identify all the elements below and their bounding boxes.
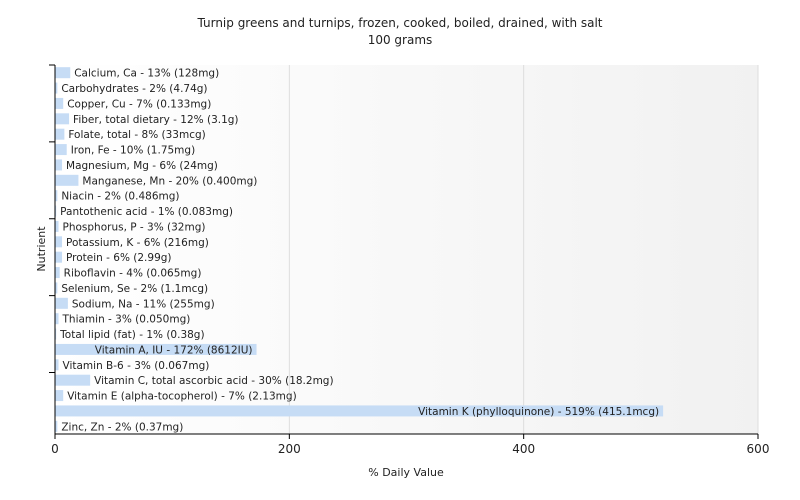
bar xyxy=(55,359,59,371)
plot-area xyxy=(55,65,758,434)
bar-label: Fiber, total dietary - 12% (3.1g) xyxy=(73,114,238,126)
bar xyxy=(55,251,63,263)
bar-label: Protein - 6% (2.99g) xyxy=(66,252,172,264)
bar xyxy=(55,205,57,217)
bar xyxy=(55,374,91,386)
bar-label: Thiamin - 3% (0.050mg) xyxy=(62,314,191,326)
bar xyxy=(55,313,59,325)
bar-label: Vitamin A, IU - 172% (8612IU) xyxy=(95,344,253,356)
x-tick-label: 0 xyxy=(51,442,59,456)
x-tick-labels: 0 200 400 600 xyxy=(51,442,769,456)
bar xyxy=(55,159,63,171)
bar xyxy=(55,405,664,417)
bar xyxy=(55,282,58,294)
bar xyxy=(55,97,64,109)
bar-labels: Calcium, Ca - 13% (128mg) Carbohydrates -… xyxy=(59,68,659,434)
x-tick-label: 400 xyxy=(512,442,535,456)
bar-label: Selenium, Se - 2% (1.1mcg) xyxy=(61,283,208,295)
bar-label: Magnesium, Mg - 6% (24mg) xyxy=(66,160,218,172)
bar xyxy=(55,174,79,186)
bar-label: Carbohydrates - 2% (4.74g) xyxy=(61,83,207,95)
axes xyxy=(49,64,759,439)
bar-label: Vitamin K (phylloquinone) - 519% (415.1m… xyxy=(418,406,659,418)
bar xyxy=(55,297,68,309)
bar xyxy=(55,343,257,355)
bar xyxy=(55,220,59,232)
bar-label: Sodium, Na - 11% (255mg) xyxy=(72,298,215,310)
gridlines xyxy=(288,65,759,434)
chart-title: Turnip greens and turnips, frozen, cooke… xyxy=(196,16,602,30)
bar xyxy=(55,190,58,202)
bar xyxy=(55,67,71,79)
bar xyxy=(55,267,60,279)
bar-label: Copper, Cu - 7% (0.133mg) xyxy=(67,98,211,110)
bar xyxy=(55,82,58,94)
bar-label: Vitamin B-6 - 3% (0.067mg) xyxy=(63,360,210,372)
bar xyxy=(55,420,58,432)
x-tick-label: 600 xyxy=(747,442,770,456)
y-axis-label: Nutrient xyxy=(35,226,48,272)
x-tick-label: 200 xyxy=(278,442,301,456)
x-axis-label: % Daily Value xyxy=(368,466,444,479)
bar-label: Riboflavin - 4% (0.065mg) xyxy=(64,268,202,280)
bar-label: Folate, total - 8% (33mcg) xyxy=(68,129,205,141)
bar-label: Manganese, Mn - 20% (0.400mg) xyxy=(82,175,257,187)
bar-label: Pantothenic acid - 1% (0.083mg) xyxy=(60,206,233,218)
bar-label: Potassium, K - 6% (216mg) xyxy=(66,237,209,249)
bar-label: Vitamin E (alpha-tocopherol) - 7% (2.13m… xyxy=(67,391,297,403)
chart-subtitle: 100 grams xyxy=(368,33,433,47)
bar-label: Vitamin C, total ascorbic acid - 30% (18… xyxy=(94,375,333,387)
bar-label: Niacin - 2% (0.486mg) xyxy=(61,191,179,203)
bar xyxy=(55,128,65,140)
bar xyxy=(55,236,63,248)
bar xyxy=(55,144,67,156)
bar-label: Total lipid (fat) - 1% (0.38g) xyxy=(59,329,204,341)
bar-label: Zinc, Zn - 2% (0.37mg) xyxy=(61,421,183,433)
bar-label: Iron, Fe - 10% (1.75mg) xyxy=(71,145,195,157)
bar xyxy=(55,113,70,125)
bar-label: Phosphorus, P - 3% (32mg) xyxy=(63,221,206,233)
bars xyxy=(55,67,664,432)
bar-label: Calcium, Ca - 13% (128mg) xyxy=(74,68,219,80)
bar xyxy=(55,390,64,402)
bar xyxy=(55,328,57,340)
